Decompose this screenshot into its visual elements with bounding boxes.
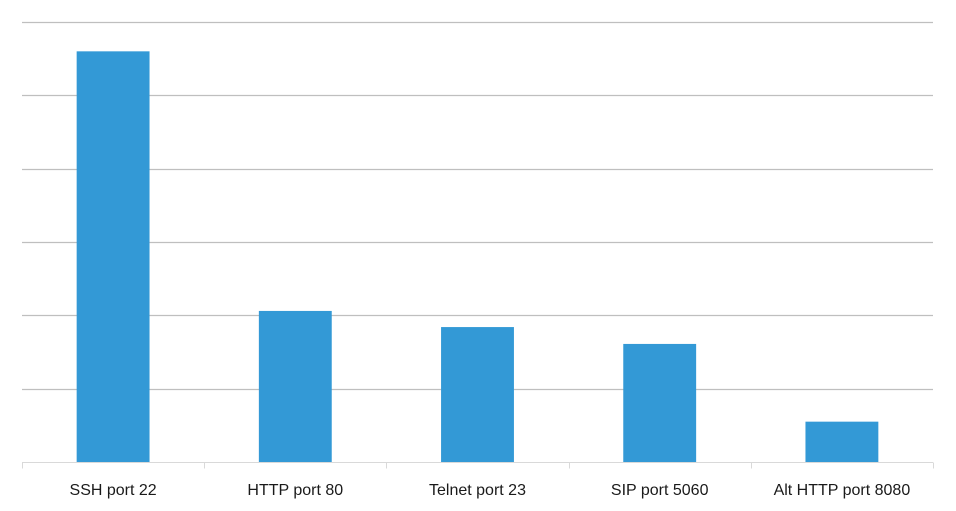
x-tick-label: SIP port 5060 <box>611 482 709 499</box>
x-tick-label: HTTP port 80 <box>247 482 343 499</box>
bar-ssh-port-22 <box>76 51 150 462</box>
x-tick-labels: SSH port 22 HTTP port 80 Telnet port 23 SIP… <box>70 482 911 499</box>
bar-alt-http-port-8080 <box>805 421 879 462</box>
x-axis <box>22 462 934 469</box>
x-tick-label: SSH port 22 <box>70 482 157 499</box>
gridlines <box>22 21 933 391</box>
bar-sip-port-5060 <box>623 343 697 462</box>
x-tick-label: Alt HTTP port 8080 <box>774 482 911 499</box>
x-tick-label: Telnet port 23 <box>429 482 526 499</box>
bar-http-port-80 <box>258 310 332 462</box>
bars <box>76 51 879 462</box>
bar-telnet-port-23 <box>441 327 514 462</box>
